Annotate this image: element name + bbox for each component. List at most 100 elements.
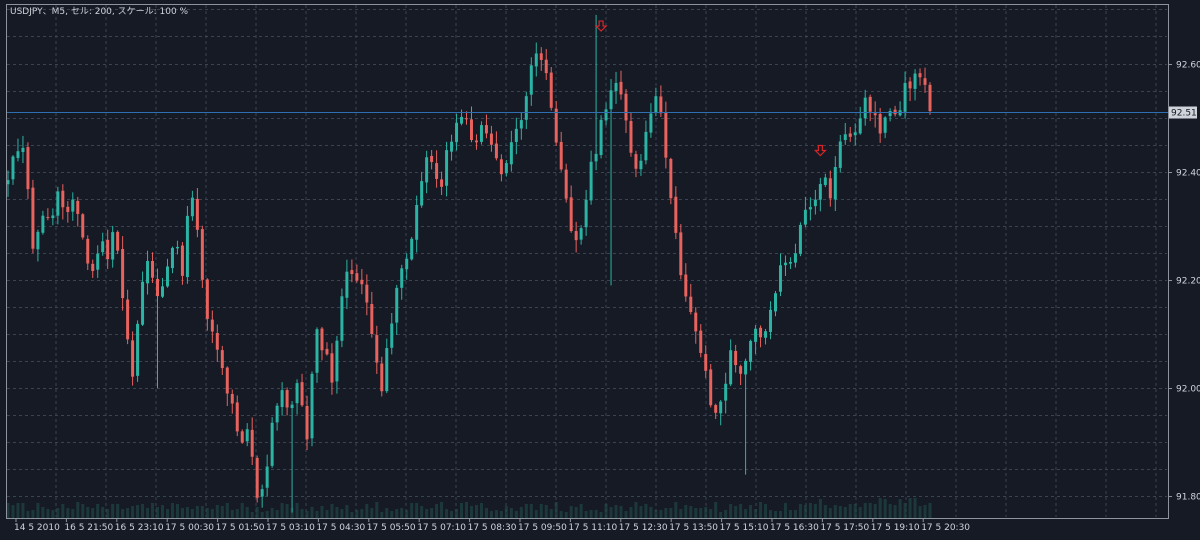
volume-bar bbox=[893, 505, 897, 518]
volume-bar bbox=[325, 510, 329, 518]
candle-body bbox=[255, 457, 259, 498]
volume-bar bbox=[659, 510, 663, 518]
candle-body bbox=[230, 394, 234, 404]
volume-bar bbox=[828, 508, 832, 518]
volume-bar bbox=[390, 511, 394, 518]
candle-body bbox=[121, 249, 125, 299]
volume-bar bbox=[674, 502, 678, 518]
candle-body bbox=[190, 197, 194, 217]
candle-body bbox=[195, 198, 199, 230]
candle-body bbox=[754, 328, 758, 342]
candle-body bbox=[734, 350, 738, 366]
volume-bar bbox=[160, 505, 164, 518]
candle-body bbox=[156, 278, 160, 297]
volume-bar bbox=[514, 511, 518, 518]
candle-body bbox=[245, 429, 249, 442]
volume-bar bbox=[400, 508, 404, 518]
volume-bar bbox=[699, 508, 703, 518]
candle-body bbox=[509, 142, 513, 165]
volume-bar bbox=[330, 504, 334, 518]
volume-bar bbox=[843, 507, 847, 518]
volume-bar bbox=[61, 504, 65, 518]
candle-body bbox=[903, 82, 907, 112]
chart-title: USDJPY、M5, セル: 200, スケール: 100 % bbox=[10, 6, 189, 17]
volume-bar bbox=[838, 506, 842, 518]
volume-bar bbox=[345, 505, 349, 518]
candle-body bbox=[400, 268, 404, 288]
candle-body bbox=[21, 147, 25, 153]
volume-bar bbox=[86, 507, 90, 518]
candle-body bbox=[714, 405, 718, 413]
candle-body bbox=[858, 118, 862, 134]
candle-body bbox=[798, 224, 802, 254]
volume-bar bbox=[11, 505, 15, 518]
candle-body bbox=[769, 309, 773, 332]
candle-body bbox=[66, 206, 70, 212]
volume-bar bbox=[180, 508, 184, 518]
candle-body bbox=[240, 431, 244, 443]
volume-bar bbox=[360, 509, 364, 518]
volume-bar bbox=[749, 505, 753, 518]
candle-body bbox=[370, 304, 374, 334]
volume-bar bbox=[435, 504, 439, 518]
candle-body bbox=[46, 216, 50, 218]
volume-bar bbox=[803, 505, 807, 518]
candle-body bbox=[151, 260, 155, 278]
volume-bar bbox=[719, 512, 723, 518]
volume-bar bbox=[504, 506, 508, 518]
volume-bar bbox=[215, 505, 219, 518]
candle-body bbox=[529, 65, 533, 95]
volume-bar bbox=[559, 511, 563, 518]
candle-body bbox=[624, 93, 628, 121]
volume-bar bbox=[156, 507, 160, 518]
x-tick-label: 17 5 08:30 bbox=[468, 523, 517, 533]
candle-body bbox=[31, 187, 35, 249]
candle-body bbox=[345, 271, 349, 298]
volume-bar bbox=[689, 506, 693, 518]
candle-body bbox=[918, 73, 922, 78]
volume-bar bbox=[883, 499, 887, 518]
candle-body bbox=[111, 232, 115, 260]
candle-body bbox=[788, 262, 792, 264]
candle-body bbox=[659, 96, 663, 114]
volume-bar bbox=[425, 509, 429, 518]
candle-body bbox=[280, 390, 284, 408]
candle-body bbox=[689, 296, 693, 313]
volume-bar bbox=[873, 504, 877, 518]
volume-bar bbox=[96, 504, 100, 518]
candle-body bbox=[724, 383, 728, 401]
volume-bar bbox=[285, 504, 289, 518]
volume-bar bbox=[669, 508, 673, 518]
volume-bar bbox=[76, 502, 80, 518]
candle-body bbox=[679, 232, 683, 276]
volume-bar bbox=[270, 508, 274, 518]
y-tick-label: 92.000 bbox=[1176, 385, 1200, 395]
candle-body bbox=[165, 266, 169, 287]
candle-body bbox=[395, 287, 399, 323]
candle-body bbox=[225, 367, 229, 394]
candle-body bbox=[744, 360, 748, 375]
volume-bar bbox=[729, 504, 733, 518]
candle-body bbox=[564, 169, 568, 199]
x-tick-label: 17 5 15:10 bbox=[720, 523, 769, 533]
volume-bar bbox=[634, 502, 638, 518]
volume-bar bbox=[778, 511, 782, 518]
volume-bar bbox=[136, 505, 140, 518]
volume-bar bbox=[440, 502, 444, 518]
volume-bar bbox=[554, 502, 558, 518]
candle-body bbox=[649, 113, 653, 133]
candle-body bbox=[694, 312, 698, 332]
candle-body bbox=[664, 112, 668, 158]
candle-body bbox=[101, 241, 105, 253]
volume-bar bbox=[210, 509, 214, 518]
volume-bar bbox=[858, 507, 862, 518]
candle-body bbox=[838, 141, 842, 168]
candle-body bbox=[215, 333, 219, 350]
candle-body bbox=[435, 163, 439, 179]
candle-body bbox=[425, 157, 429, 183]
candle-body bbox=[160, 286, 164, 297]
volume-bar bbox=[868, 503, 872, 518]
volume-bar bbox=[744, 509, 748, 518]
